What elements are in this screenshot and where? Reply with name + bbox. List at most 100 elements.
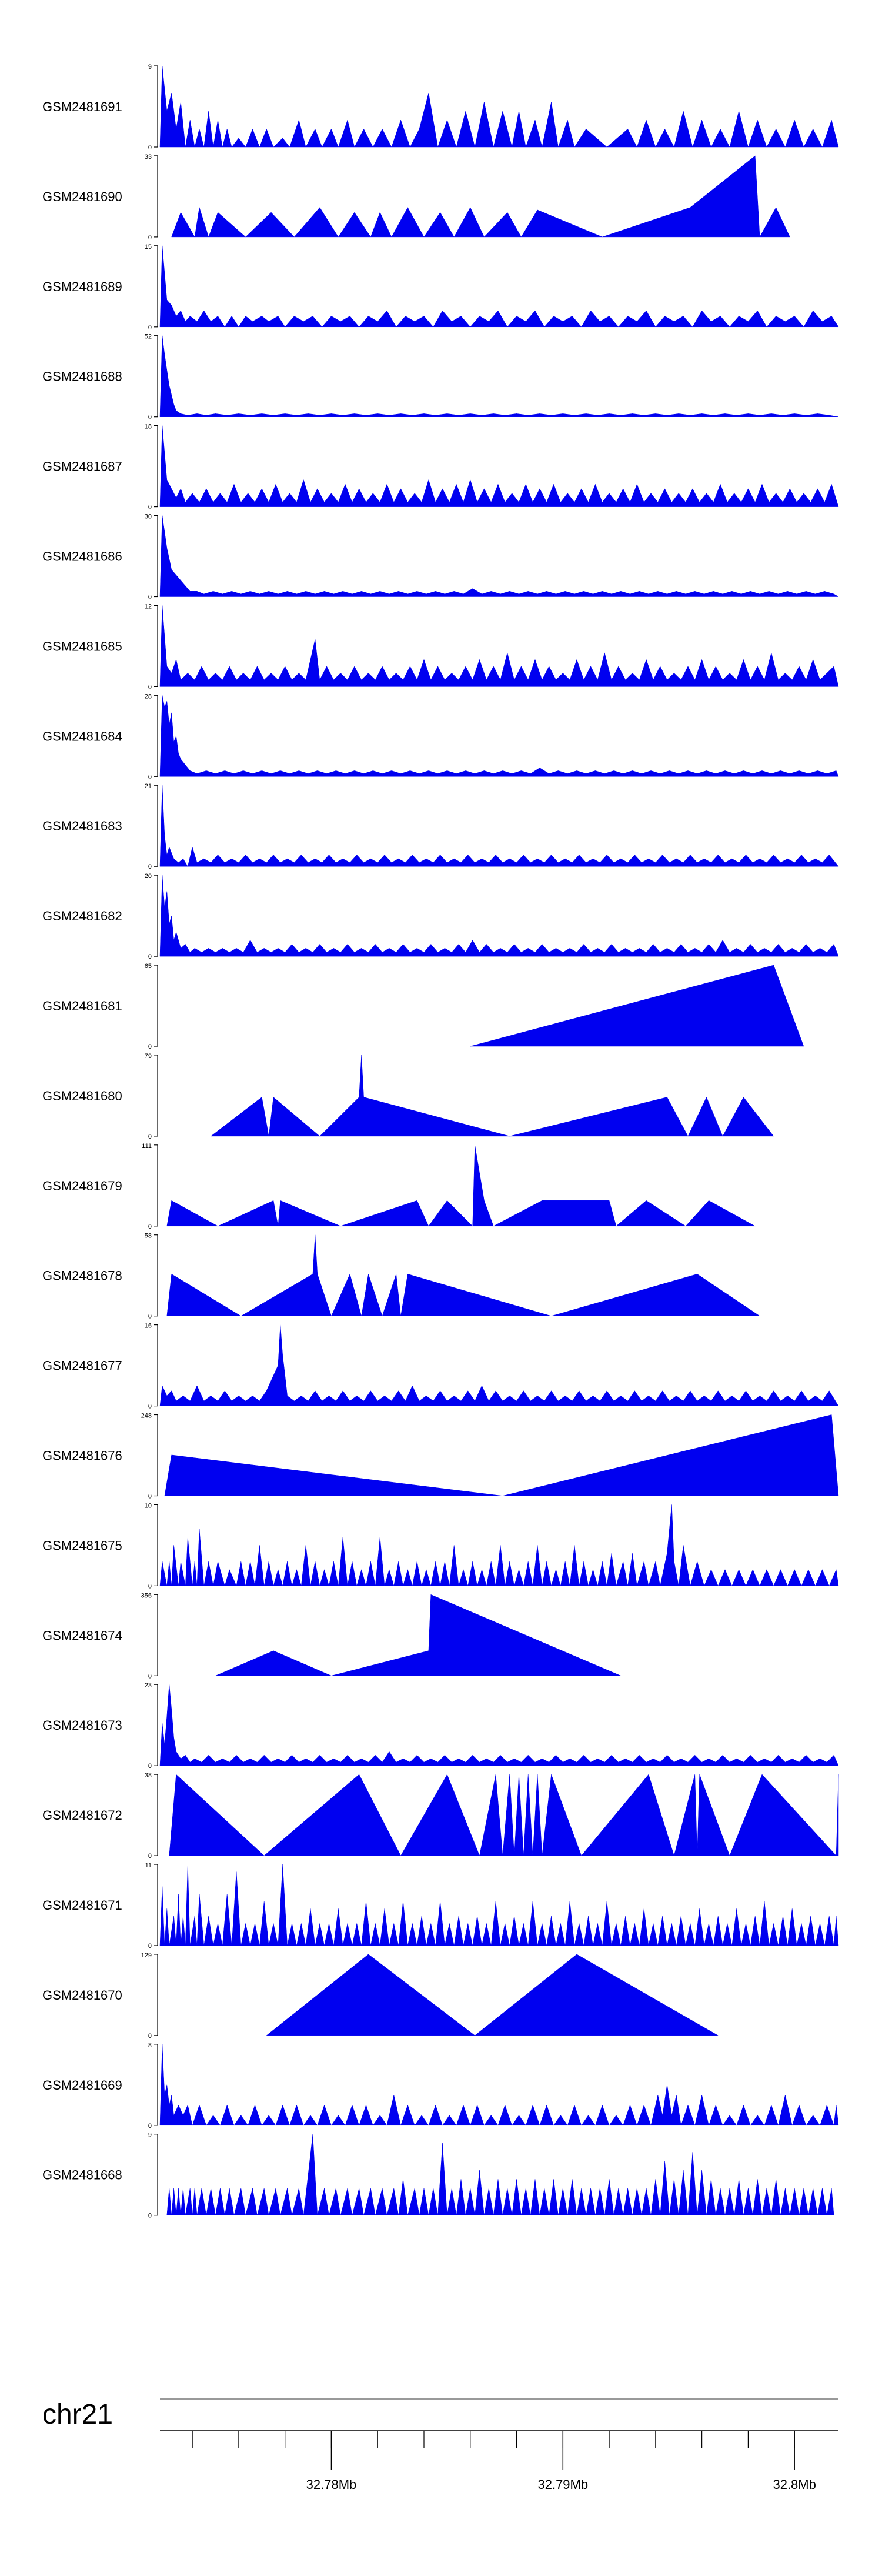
coverage-area (159, 605, 839, 687)
coverage-area (159, 245, 839, 328)
y-tick-label-zero: 0 (148, 1223, 152, 1230)
y-tick-label-max: 28 (145, 693, 152, 700)
y-tick-label-max: 248 (141, 1413, 152, 1420)
y-tick-label-zero: 0 (148, 1583, 152, 1590)
track-GSM2481676: GSM2481676 248 0 (42, 1413, 839, 1500)
coverage-area (210, 1055, 774, 1137)
y-tick-label-zero: 0 (148, 324, 152, 331)
genome-axis: chr21 32.78Mb 32.79Mb 32.8Mb (42, 2398, 838, 2492)
y-tick-label-zero: 0 (148, 144, 152, 151)
track-label: GSM2481684 (42, 729, 122, 743)
y-tick-label-zero: 0 (148, 1853, 152, 1860)
coverage-area (164, 1414, 839, 1496)
track-GSM2481685: GSM2481685 12 0 (42, 603, 839, 690)
y-tick-label-max: 21 (145, 783, 152, 790)
track-GSM2481687: GSM2481687 18 0 (42, 423, 839, 511)
y-tick-label-max: 30 (145, 513, 152, 520)
y-tick-label-zero: 0 (148, 1313, 152, 1320)
track-label: GSM2481688 (42, 369, 122, 384)
coverage-area (159, 785, 839, 867)
y-tick-label-zero: 0 (148, 1043, 152, 1050)
track-label: GSM2481672 (42, 1808, 122, 1823)
track-GSM2481684: GSM2481684 28 0 (42, 693, 839, 780)
y-tick-label-max: 11 (145, 1862, 152, 1869)
y-tick-label-zero: 0 (148, 2033, 152, 2040)
track-label: GSM2481668 (42, 2168, 122, 2183)
coverage-area (159, 1324, 839, 1406)
track-label: GSM2481674 (42, 1628, 122, 1643)
y-tick-label-max: 16 (145, 1323, 152, 1330)
track-GSM2481671: GSM2481671 11 0 (42, 1862, 839, 1950)
track-GSM2481668: GSM2481668 9 0 (42, 2132, 834, 2220)
track-GSM2481681: GSM2481681 65 0 (42, 963, 804, 1050)
y-tick-label-zero: 0 (148, 1493, 152, 1500)
coverage-area (470, 965, 804, 1047)
coverage-area (166, 1144, 756, 1227)
track-GSM2481683: GSM2481683 21 0 (42, 783, 839, 870)
y-tick-label-zero: 0 (148, 414, 152, 421)
y-tick-label-max: 129 (141, 1952, 152, 1959)
y-tick-label-max: 79 (145, 1053, 152, 1060)
y-tick-label-max: 58 (145, 1233, 152, 1240)
y-tick-label-max: 20 (145, 873, 152, 880)
track-GSM2481689: GSM2481689 15 0 (42, 243, 839, 331)
y-tick-label-zero: 0 (148, 953, 152, 960)
track-GSM2481679: GSM2481679 111 0 (42, 1143, 756, 1230)
track-GSM2481678: GSM2481678 58 0 (42, 1233, 760, 1320)
y-tick-label-max: 356 (141, 1592, 152, 1599)
y-tick-label-max: 52 (145, 333, 152, 341)
track-GSM2481677: GSM2481677 16 0 (42, 1323, 839, 1410)
y-tick-label-max: 10 (145, 1502, 152, 1509)
y-tick-label-max: 23 (145, 1682, 152, 1689)
track-label: GSM2481671 (42, 1898, 122, 1913)
track-label: GSM2481691 (42, 99, 122, 114)
track-label: GSM2481689 (42, 279, 122, 294)
track-label: GSM2481678 (42, 1269, 122, 1283)
y-tick-label-zero: 0 (148, 234, 152, 241)
y-tick-label-max: 15 (145, 243, 152, 251)
coverage-area (159, 695, 839, 777)
track-label: GSM2481687 (42, 459, 122, 474)
track-label: GSM2481681 (42, 999, 122, 1013)
axis-tick-label: 32.79Mb (537, 2477, 588, 2492)
track-GSM2481686: GSM2481686 30 0 (42, 513, 839, 601)
track-GSM2481690: GSM2481690 33 0 (42, 154, 790, 241)
y-tick-label-max: 38 (145, 1772, 152, 1779)
track-label: GSM2481669 (42, 2078, 122, 2093)
track-label: GSM2481677 (42, 1359, 122, 1373)
coverage-area (159, 425, 839, 507)
y-tick-label-max: 111 (142, 1143, 152, 1150)
coverage-area (159, 65, 839, 148)
track-label: GSM2481685 (42, 639, 122, 653)
track-label: GSM2481680 (42, 1089, 122, 1103)
track-label: GSM2481679 (42, 1179, 122, 1193)
y-tick-label-zero: 0 (148, 683, 152, 690)
track-panel: GSM248169190GSM2481690330GSM2481689150GS… (42, 64, 839, 2220)
coverage-area (159, 2044, 839, 2126)
track-label: GSM2481690 (42, 189, 122, 204)
chromosome-label: chr21 (42, 2399, 113, 2430)
coverage-area (159, 335, 839, 417)
y-tick-label-zero: 0 (148, 594, 152, 601)
coverage-area (266, 1954, 719, 2036)
track-GSM2481669: GSM2481669 8 0 (42, 2042, 839, 2130)
track-label: GSM2481682 (42, 909, 122, 923)
y-tick-label-zero: 0 (148, 863, 152, 870)
track-label: GSM2481673 (42, 1718, 122, 1733)
y-tick-label-max: 12 (145, 603, 152, 610)
y-tick-label-zero: 0 (148, 773, 152, 780)
coverage-area (159, 515, 839, 597)
track-label: GSM2481683 (42, 819, 122, 833)
coverage-area (159, 1504, 839, 1587)
coverage-area (169, 1774, 839, 1857)
track-GSM2481670: GSM2481670 129 0 (42, 1952, 719, 2040)
y-tick-label-zero: 0 (148, 1403, 152, 1410)
coverage-area (166, 1234, 760, 1317)
coverage-area (166, 2134, 834, 2215)
y-tick-label-max: 9 (148, 2132, 152, 2139)
y-tick-label-zero: 0 (148, 1943, 152, 1950)
y-tick-label-zero: 0 (148, 1133, 152, 1140)
track-GSM2481673: GSM2481673 23 0 (42, 1682, 839, 1770)
track-GSM2481675: GSM2481675 10 0 (42, 1502, 839, 1590)
